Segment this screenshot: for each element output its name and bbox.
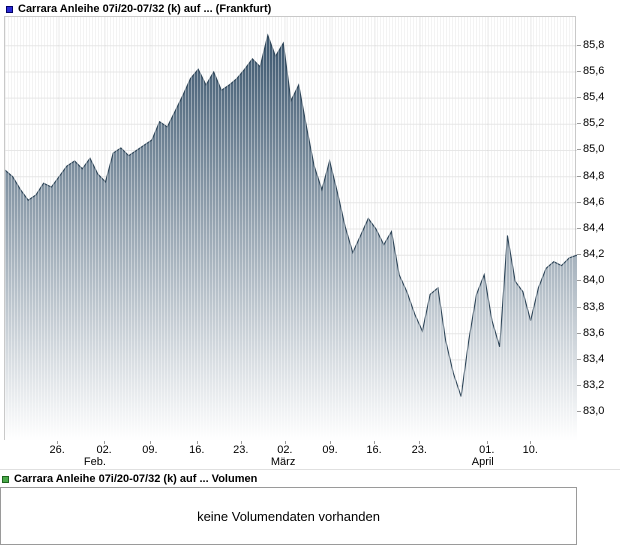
y-axis-tick-label: 83,8	[583, 300, 605, 313]
y-axis-tick-mark	[577, 44, 581, 46]
y-axis-tick-label: 85,0	[583, 143, 605, 156]
y-axis-tick-label: 85,8	[583, 38, 605, 51]
y-axis-tick-mark	[577, 175, 581, 177]
y-axis-tick-mark	[577, 358, 581, 360]
y-axis-tick-label: 83,6	[583, 326, 605, 339]
price-area-chart	[5, 17, 577, 441]
x-axis-tick-label: 09.	[142, 444, 158, 456]
y-axis-tick-label: 85,6	[583, 64, 605, 77]
no-volume-data-message: keine Volumendaten vorhanden	[197, 508, 380, 524]
x-axis-tick-mark	[330, 441, 332, 444]
y-axis-tick-mark	[577, 254, 581, 256]
y-axis-tick-mark	[577, 201, 581, 203]
x-axis-labels: 26. 02. 09. 16. 23. 02. 09. 16. 23. 01. 10.	[4, 444, 576, 456]
y-axis-tick-label: 85,2	[583, 117, 605, 130]
x-axis-tick-label: 16.	[189, 444, 205, 456]
y-axis-tick-mark	[577, 97, 581, 99]
price-series-legend: Carrara Anleihe 07i/20-07/32 (k) auf ...…	[6, 3, 271, 15]
y-axis-tick-label: 84,6	[583, 195, 605, 208]
x-axis-tick-label: 02.	[96, 444, 112, 456]
x-axis-tick-mark	[196, 441, 198, 444]
x-axis-month-label: März	[270, 456, 296, 468]
y-axis-labels: 85,8 85,6 85,4 85,2 85,0 84,8 84,6 84,4 84,2 84,0…	[583, 16, 619, 440]
section-divider	[0, 469, 620, 470]
volume-legend-label: Carrara Anleihe 07i/20-07/32 (k) auf ...…	[14, 473, 258, 485]
volume-series-legend: Carrara Anleihe 07i/20-07/32 (k) auf ...…	[2, 473, 257, 485]
x-axis-tick-mark	[57, 441, 59, 444]
y-axis-tick-label: 83,2	[583, 379, 605, 392]
y-axis-tick-mark	[577, 411, 581, 413]
x-axis-tick-label: 09.	[322, 444, 338, 456]
y-axis-tick-mark	[577, 70, 581, 72]
y-axis-tick-mark	[577, 228, 581, 229]
x-axis-tick-label: 02.	[277, 444, 293, 456]
price-legend-label: Carrara Anleihe 07i/20-07/32 (k) auf ...…	[18, 3, 272, 15]
x-axis-tick-label: 23.	[233, 444, 249, 456]
x-axis-tick-label: 23.	[411, 444, 427, 456]
volume-panel: keine Volumendaten vorhanden	[0, 487, 577, 545]
y-axis-tick-label: 85,4	[583, 91, 605, 104]
x-axis-tick-label: 10.	[522, 444, 538, 456]
y-axis-tick-mark	[577, 306, 581, 308]
x-axis-tick-mark	[530, 441, 532, 444]
y-axis-tick-mark	[577, 149, 581, 151]
y-axis-tick-label: 84,0	[583, 274, 605, 287]
price-chart-plot-area	[4, 16, 577, 441]
x-axis-tick-mark	[104, 441, 106, 444]
x-axis-month-label: Feb.	[83, 456, 106, 468]
x-axis-tick-label: 16.	[366, 444, 382, 456]
y-axis-tick-label: 84,4	[583, 222, 605, 234]
y-axis-tick-mark	[577, 123, 581, 125]
x-axis-tick-label: 01.	[479, 444, 495, 456]
y-axis-tick-label: 84,8	[583, 169, 605, 182]
x-axis-tick-mark	[419, 441, 421, 444]
x-axis-month-label: April	[471, 456, 494, 468]
x-axis-tick-label: 26.	[49, 444, 65, 456]
x-axis-tick-mark	[486, 441, 488, 444]
x-axis-tick-mark	[284, 441, 286, 444]
y-axis-tick-mark	[577, 332, 581, 334]
x-axis-tick-mark	[374, 441, 376, 444]
price-legend-swatch-icon	[6, 5, 13, 13]
y-axis-tick-label: 84,2	[583, 248, 605, 261]
y-axis-tick-mark	[577, 280, 581, 282]
x-axis-ticks	[4, 441, 576, 445]
x-axis-month-labels: Feb. März April	[4, 456, 576, 468]
y-axis-tick-mark	[577, 385, 581, 387]
x-axis-tick-mark	[149, 441, 151, 444]
x-axis-tick-mark	[240, 441, 242, 444]
y-axis-tick-label: 83,4	[583, 352, 605, 365]
y-axis-tick-label: 83,0	[583, 405, 605, 418]
volume-legend-swatch-icon	[2, 475, 9, 483]
y-axis-ticks	[577, 16, 582, 440]
